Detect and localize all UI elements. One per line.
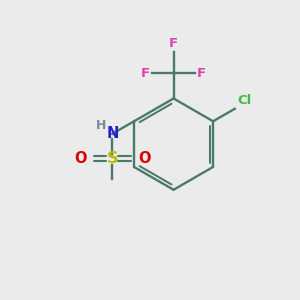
Text: F: F	[169, 37, 178, 50]
Text: O: O	[74, 151, 86, 166]
Text: O: O	[138, 151, 151, 166]
Text: Cl: Cl	[237, 94, 251, 107]
Text: N: N	[106, 126, 118, 141]
Text: H: H	[96, 119, 106, 132]
Text: F: F	[197, 67, 206, 80]
Text: S: S	[106, 151, 118, 166]
Text: F: F	[141, 67, 150, 80]
